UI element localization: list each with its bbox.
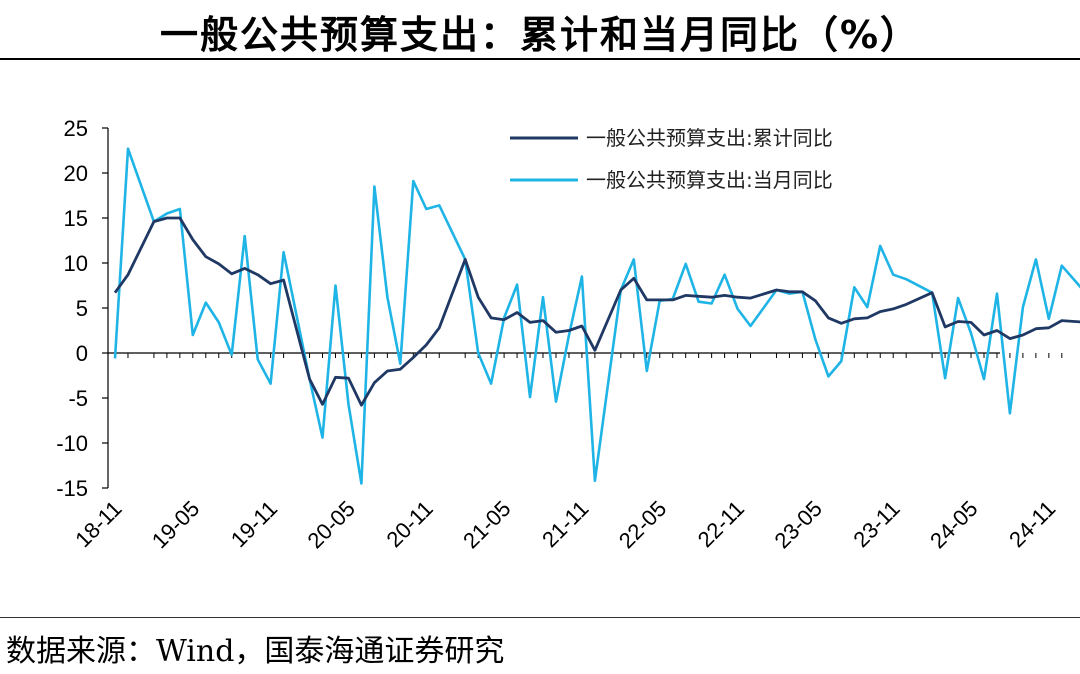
y-tick-label: 10 bbox=[64, 251, 88, 276]
line-chart: 25 20 15 10 5 0 -5 -10 -15 18-11 19-05 19-11 20-05 2… bbox=[56, 116, 1080, 553]
x-tick-label: 18-11 bbox=[70, 496, 126, 552]
y-tick-label: 15 bbox=[64, 206, 88, 231]
x-tick-label: 24-05 bbox=[925, 496, 982, 553]
series-layer bbox=[113, 147, 1080, 485]
y-tick-label: 25 bbox=[64, 116, 88, 141]
y-tick-label: -15 bbox=[56, 476, 88, 501]
x-tick-label: 20-11 bbox=[382, 496, 438, 552]
x-tick-label: 23-05 bbox=[769, 496, 826, 553]
x-axis: 18-11 19-05 19-11 20-05 20-11 21-05 21-11 22-05… bbox=[70, 352, 1063, 553]
y-tick-label: 5 bbox=[76, 296, 88, 321]
legend-label: 一般公共预算支出:当月同比 bbox=[586, 168, 833, 192]
x-tick-label: 23-11 bbox=[848, 496, 904, 552]
series-monthly-line bbox=[113, 147, 1080, 485]
data-source-note: 数据来源：Wind，国泰海通证券研究 bbox=[6, 634, 505, 669]
y-axis: 25 20 15 10 5 0 -5 -10 -15 bbox=[56, 116, 109, 501]
y-tick-label: 0 bbox=[76, 341, 88, 366]
y-tick-label: 20 bbox=[64, 161, 88, 186]
series-cumulative-line bbox=[113, 216, 1080, 407]
x-tick-label: 20-05 bbox=[303, 496, 360, 553]
y-tick-label: -10 bbox=[56, 431, 88, 456]
chart-title: 一般公共预算支出：累计和当月同比（%） bbox=[159, 13, 921, 57]
x-tick-label: 24-11 bbox=[1004, 496, 1060, 552]
y-tick-label: -5 bbox=[68, 386, 88, 411]
x-tick-label: 22-05 bbox=[614, 496, 671, 553]
x-tick-label: 19-05 bbox=[147, 496, 204, 553]
x-tick-label: 21-05 bbox=[458, 496, 515, 553]
x-tick-label: 22-11 bbox=[693, 496, 749, 552]
legend-label: 一般公共预算支出:累计同比 bbox=[586, 126, 833, 150]
source-divider bbox=[0, 617, 1080, 618]
title-divider bbox=[0, 58, 1080, 60]
x-tick-label: 19-11 bbox=[226, 496, 282, 552]
x-tick-label: 21-11 bbox=[537, 496, 593, 552]
